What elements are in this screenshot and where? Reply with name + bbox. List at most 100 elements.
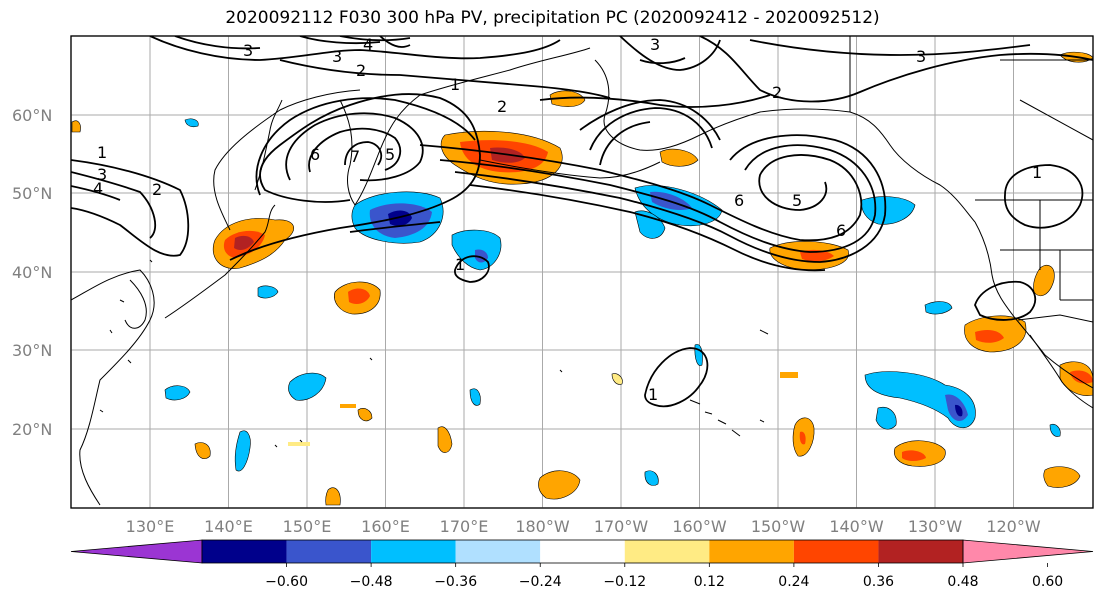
- pv-contour: [229, 93, 481, 261]
- contour-label: 6: [836, 221, 846, 240]
- pv-contour: [349, 221, 441, 233]
- contour-label: 5: [792, 191, 802, 210]
- pv-contour: [285, 112, 424, 182]
- colorbar-segment: [878, 540, 963, 563]
- lon-label: 170°W: [594, 517, 649, 536]
- lat-label: 50°N: [12, 184, 52, 203]
- colorbar-segment: [793, 540, 879, 563]
- precip-positive-area: [348, 288, 370, 304]
- contour-label: 4: [93, 179, 103, 198]
- pv-contour: [1004, 164, 1084, 229]
- precip-negative-area: [257, 285, 279, 299]
- precip-positive-area: [902, 450, 926, 461]
- pv-contours: [71, 36, 1093, 408]
- precip-positive-area: [659, 148, 699, 167]
- precip-positive-area: [611, 373, 623, 385]
- precip-positive-area: [437, 426, 453, 453]
- coastline-asia: [71, 269, 155, 506]
- pv-contour: [344, 141, 382, 166]
- precip-negative-area: [924, 301, 953, 315]
- pv-contour: [619, 36, 721, 71]
- coastline-kamchatka: [339, 94, 421, 206]
- contour-label: 3: [916, 47, 926, 66]
- coastline-korea: [124, 279, 147, 329]
- lon-label: 170°E: [440, 517, 489, 536]
- pv-contour: [255, 97, 476, 196]
- precip-positive-area: [340, 404, 356, 408]
- colorbar-tick-label: −0.24: [519, 574, 562, 590]
- colorbar-tick-label: −0.60: [265, 574, 308, 590]
- coastline-aleutians: [479, 159, 661, 179]
- lon-label: 120°W: [986, 517, 1041, 536]
- contour-label: 1: [450, 75, 460, 94]
- colorbar-tick-label: 0.36: [863, 574, 894, 590]
- pv-contour: [469, 184, 826, 272]
- lon-label: 180°W: [515, 517, 570, 536]
- precip-negative-area: [864, 371, 976, 429]
- pv-contour: [419, 144, 863, 242]
- pv-contour: [71, 171, 157, 239]
- coastline-chukotka: [419, 47, 591, 96]
- colorbar-segment: [286, 540, 372, 563]
- contour-label: 5: [385, 145, 395, 164]
- colorbar-segment: [540, 540, 625, 563]
- precip-positive-area: [1033, 265, 1055, 296]
- state-lines: [1000, 59, 1093, 301]
- precip-negative-area: [955, 404, 963, 417]
- colorbar: [70, 539, 1094, 564]
- longitude-labels: 130°E 140°E 150°E 160°E 170°E 180°W 170°W 160°W…: [126, 517, 1041, 536]
- pv-contour: [71, 185, 121, 201]
- pv-contour: [71, 159, 190, 257]
- colorbar-tick-labels: −0.60 −0.48 −0.36 −0.24 −0.12 0.12 0.24 0.36 0.4…: [265, 563, 1063, 590]
- colorbar-tick-label: −0.36: [434, 574, 477, 590]
- precip-positive-area: [71, 120, 81, 133]
- contour-label: 1: [455, 255, 465, 274]
- border-us-mexico: [1017, 314, 1093, 323]
- lon-label: 150°E: [283, 517, 332, 536]
- pv-contour: [439, 144, 877, 253]
- colorbar-tick-label: 0.24: [778, 574, 809, 590]
- precip-positive-area: [194, 442, 211, 459]
- colorbar-segment: [202, 540, 287, 563]
- precip-positive-area: [288, 442, 310, 446]
- precip-positive-area: [538, 470, 581, 500]
- pv-contour: [639, 57, 686, 65]
- lon-label: 130°E: [126, 517, 175, 536]
- colorbar-outline: [201, 539, 964, 564]
- precip-negative-area: [388, 210, 412, 226]
- pv-contour: [644, 347, 709, 408]
- contour-label: 2: [772, 83, 782, 102]
- coastline-okhotsk: [213, 89, 361, 231]
- lon-label: 160°E: [361, 517, 410, 536]
- contour-label: 1: [97, 143, 107, 162]
- pv-contour: [299, 36, 381, 45]
- graticule: [71, 36, 1093, 508]
- coastlines: [71, 36, 1093, 506]
- coastline-japan: [164, 204, 276, 319]
- contour-label: 1: [648, 385, 658, 404]
- lat-label: 40°N: [12, 263, 52, 282]
- precip-negative-area: [644, 470, 659, 486]
- pv-contour: [279, 59, 611, 99]
- lon-label: 140°E: [204, 517, 253, 536]
- pv-contour: [599, 121, 651, 166]
- pv-contour: [974, 280, 1037, 321]
- contour-label: 3: [650, 35, 660, 54]
- colorbar-segment: [624, 540, 710, 563]
- pv-contour: [579, 99, 721, 141]
- lat-label: 30°N: [12, 341, 52, 360]
- contour-label: 3: [97, 165, 107, 184]
- precip-positive-area: [799, 431, 806, 445]
- colorbar-segment: [709, 540, 794, 563]
- contour-label: 7: [350, 147, 360, 166]
- precip-positive-area: [1070, 370, 1093, 384]
- precip-positive-area: [234, 235, 254, 250]
- colorbar-tick-label: −0.48: [350, 574, 393, 590]
- contour-label: 6: [734, 191, 744, 210]
- pv-contour: [539, 94, 771, 108]
- colorbar-segment: [371, 540, 456, 563]
- precip-negative-area: [1049, 423, 1061, 437]
- lat-label: 20°N: [12, 420, 52, 439]
- lat-label: 60°N: [12, 106, 52, 125]
